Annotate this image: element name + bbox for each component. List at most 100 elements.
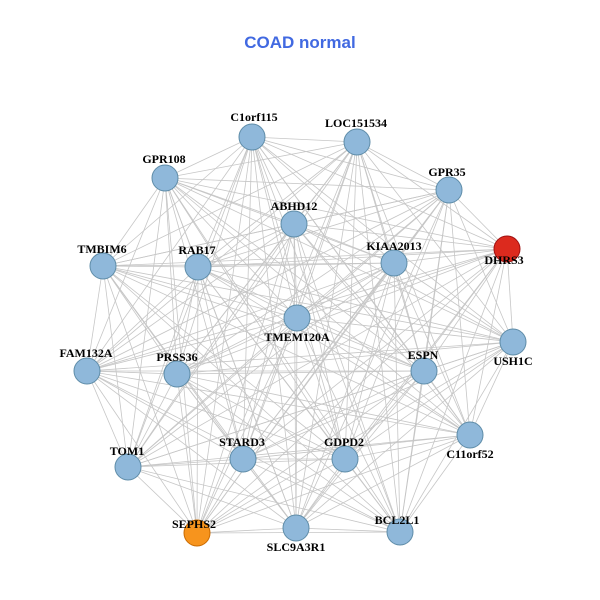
network-edge bbox=[293, 223, 471, 436]
node-label-USH1C: USH1C bbox=[493, 354, 532, 368]
network-edge bbox=[251, 136, 395, 264]
node-label-STARD3: STARD3 bbox=[219, 435, 265, 449]
network-edge bbox=[251, 136, 508, 250]
network-edge bbox=[197, 189, 450, 268]
node-label-SEPHS2: SEPHS2 bbox=[172, 517, 216, 531]
network-edge bbox=[164, 136, 253, 179]
network-edge bbox=[196, 223, 295, 534]
network-edge bbox=[295, 527, 401, 533]
network-edge bbox=[127, 341, 514, 468]
network-node-LOC151534 bbox=[343, 128, 371, 156]
network-edge bbox=[86, 317, 298, 372]
network-edge bbox=[197, 223, 295, 268]
network-node-RAB17 bbox=[184, 253, 212, 281]
network-edge bbox=[242, 370, 425, 460]
node-label-ABHD12: ABHD12 bbox=[271, 199, 318, 213]
network-edge bbox=[448, 189, 471, 436]
node-label-C1orf115: C1orf115 bbox=[230, 110, 277, 124]
network-node-SLC9A3R1 bbox=[282, 514, 310, 542]
network-node-BCL2L1 bbox=[386, 518, 414, 546]
node-label-ESPN: ESPN bbox=[408, 348, 439, 362]
network-edge bbox=[344, 370, 425, 460]
network-edge bbox=[86, 223, 295, 372]
node-label-BCL2L1: BCL2L1 bbox=[375, 513, 420, 527]
network-node-DHRS3 bbox=[493, 235, 521, 263]
network-edge bbox=[164, 177, 178, 375]
network-edge bbox=[164, 177, 346, 460]
network-edge bbox=[102, 265, 346, 460]
network-edge bbox=[86, 265, 104, 372]
network-edge bbox=[176, 373, 198, 534]
network-edge bbox=[296, 317, 346, 460]
network-edge bbox=[296, 317, 514, 343]
network-node-KIAA2013 bbox=[380, 249, 408, 277]
network-edge bbox=[251, 136, 401, 533]
network-edge bbox=[196, 434, 471, 534]
network-node-C11orf52 bbox=[456, 421, 484, 449]
network-node-ABHD12 bbox=[280, 210, 308, 238]
network-edge bbox=[295, 370, 425, 529]
network-edge bbox=[102, 177, 166, 267]
network-edge bbox=[295, 262, 395, 529]
network-edge bbox=[196, 458, 244, 534]
network-edge bbox=[293, 223, 508, 250]
network-edge bbox=[197, 262, 395, 268]
network-edge bbox=[127, 466, 198, 534]
node-label-C11orf52: C11orf52 bbox=[446, 447, 493, 461]
network-edge bbox=[344, 341, 514, 460]
network-edge bbox=[296, 317, 471, 436]
network-edge bbox=[86, 370, 178, 375]
network-edge bbox=[164, 177, 244, 460]
network-edge bbox=[295, 189, 450, 529]
network-edge bbox=[86, 370, 471, 436]
node-label-GPR108: GPR108 bbox=[142, 152, 185, 166]
network-edge bbox=[86, 262, 395, 372]
network-edge bbox=[102, 265, 198, 534]
network-edge bbox=[102, 265, 471, 436]
network-edge bbox=[176, 223, 295, 375]
network-edge bbox=[176, 373, 346, 460]
node-label-TOM1: TOM1 bbox=[110, 444, 144, 458]
network-edge bbox=[196, 262, 395, 534]
network-edge bbox=[242, 223, 295, 460]
network-edge bbox=[344, 434, 471, 460]
network-edge bbox=[176, 373, 471, 436]
network-edge bbox=[176, 373, 401, 533]
network-edge bbox=[86, 189, 450, 372]
network-node-STARD3 bbox=[229, 445, 257, 473]
network-edge bbox=[251, 136, 450, 191]
network-edge bbox=[399, 370, 425, 533]
network-edge bbox=[176, 266, 199, 375]
network-edge bbox=[197, 141, 358, 268]
node-label-FAM132A: FAM132A bbox=[59, 346, 112, 360]
network-edge bbox=[86, 370, 297, 529]
network-edge bbox=[196, 527, 297, 534]
network-edge bbox=[295, 434, 471, 529]
network-node-GDPD2 bbox=[331, 445, 359, 473]
network-edge bbox=[393, 262, 471, 436]
network-edge bbox=[344, 262, 395, 460]
network-edge bbox=[197, 266, 514, 343]
network-edge bbox=[296, 248, 508, 319]
network-edge bbox=[197, 266, 298, 319]
network-edge bbox=[86, 370, 346, 460]
network-edge bbox=[399, 341, 514, 533]
network-edge bbox=[164, 141, 358, 179]
network-edge bbox=[102, 265, 178, 375]
network-edge bbox=[127, 177, 166, 468]
network-edge bbox=[197, 266, 471, 436]
network-edge bbox=[293, 223, 346, 460]
network-edge bbox=[251, 136, 471, 436]
network-edge bbox=[86, 370, 198, 534]
network-node-TMEM120A bbox=[283, 304, 311, 332]
network-edge bbox=[102, 248, 508, 267]
network-edge bbox=[176, 370, 425, 375]
network-edge bbox=[127, 458, 244, 468]
network-edge bbox=[127, 466, 297, 529]
network-edge bbox=[102, 265, 129, 468]
network-edge bbox=[296, 141, 358, 319]
network-edge bbox=[242, 262, 395, 460]
network-edge bbox=[164, 177, 450, 191]
edges-layer bbox=[86, 136, 514, 534]
